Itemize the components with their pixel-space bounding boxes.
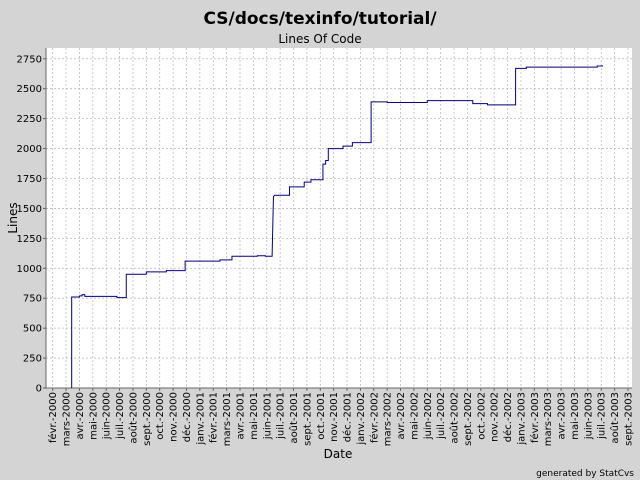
x-tick-label: août-2001: [288, 392, 300, 444]
x-tick-label: juil.-2003: [597, 392, 608, 440]
x-tick-label: févr.-2002: [368, 392, 380, 443]
x-tick-label: nov.-2001: [329, 392, 340, 442]
x-tick-label: sept.-2002: [463, 392, 474, 446]
y-tick-label: 0: [36, 384, 42, 395]
footer: generated by StatCvs: [536, 469, 634, 479]
x-tick-label: juil.-2000: [115, 392, 126, 440]
y-tick-label: 2500: [17, 84, 42, 95]
x-tick-label: juin-2003: [583, 392, 594, 440]
x-tick-label: mai-2000: [88, 392, 99, 440]
x-tick-label: oct.-2001: [316, 392, 327, 440]
x-tick-label: mars-2002: [383, 392, 394, 446]
x-tick-label: sept.-2003: [623, 392, 634, 446]
x-tick-label: déc.-2002: [502, 392, 514, 442]
y-tick-label: 1250: [17, 234, 42, 245]
y-tick-label: 250: [23, 354, 42, 365]
plot-area: [46, 48, 632, 388]
x-tick-label: avr.-2000: [75, 392, 86, 439]
x-tick-label: avr.-2002: [396, 392, 407, 439]
y-tick-label: 2000: [17, 144, 42, 155]
x-tick-label: mai-2002: [409, 392, 420, 440]
x-tick-label: août-2002: [449, 392, 461, 444]
x-tick-label: juil.-2002: [436, 392, 447, 440]
x-tick-label: juin-2001: [262, 392, 273, 440]
x-tick-label: juil.-2001: [276, 392, 287, 440]
x-tick-label: août-2000: [127, 392, 139, 444]
y-tick-label: 2250: [17, 114, 42, 125]
x-tick-label: août-2003: [609, 392, 621, 444]
x-tick-label: mars-2000: [62, 392, 73, 446]
x-tick-label: juin-2000: [102, 392, 113, 440]
x-tick-label: déc.-2000: [181, 392, 193, 442]
y-tick-label: 1750: [17, 174, 42, 185]
chart-subtitle: Lines Of Code: [278, 32, 361, 46]
x-tick-label: avr.-2001: [235, 392, 246, 439]
y-tick-label: 1000: [17, 264, 42, 275]
x-tick-label: oct.-2000: [155, 392, 166, 440]
data-line: [71, 65, 604, 388]
x-tick-label: mai-2003: [570, 392, 581, 440]
x-axis-label: Date: [324, 447, 353, 461]
x-tick-label: janv.-2002: [356, 392, 367, 446]
x-tick-label: nov.-2002: [490, 392, 501, 442]
x-tick-label: oct.-2002: [476, 392, 487, 440]
x-tick-label: nov.-2000: [169, 392, 180, 442]
y-tick-label: 500: [23, 324, 42, 335]
x-tick-label: févr.-2001: [208, 392, 220, 443]
x-tick-label: juin-2002: [423, 392, 434, 440]
x-tick-label: sept.-2001: [302, 392, 313, 446]
x-tick-label: janv.-2001: [195, 392, 206, 446]
x-tick-label: sept.-2000: [142, 392, 153, 446]
y-axis-label: Lines: [6, 202, 20, 233]
x-tick-label: mars-2001: [222, 392, 233, 446]
x-tick-label: janv.-2003: [516, 392, 527, 446]
x-tick-label: févr.-2003: [529, 392, 541, 443]
x-tick-label: avr.-2003: [557, 392, 568, 439]
y-tick-label: 750: [23, 294, 42, 305]
x-tick-label: déc.-2001: [342, 392, 354, 442]
y-tick-label: 1500: [17, 204, 42, 215]
x-tick-label: mai-2001: [249, 392, 260, 440]
x-tick-label: févr.-2000: [47, 392, 59, 443]
y-tick-label: 2750: [17, 54, 42, 65]
chart-title: CS/docs/texinfo/tutorial/: [203, 9, 437, 29]
x-tick-label: mars-2003: [543, 392, 554, 446]
